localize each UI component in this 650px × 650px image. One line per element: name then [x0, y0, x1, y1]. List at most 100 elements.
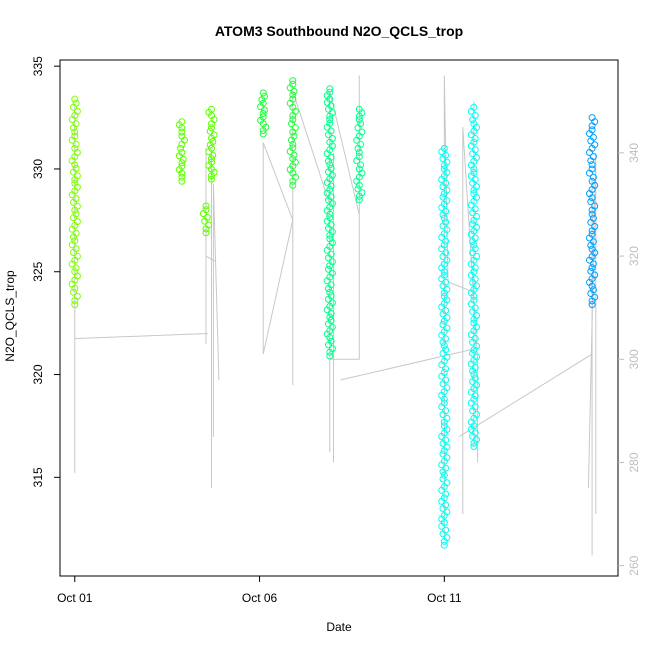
data-point	[443, 443, 451, 451]
data-point	[73, 218, 81, 226]
data-point	[591, 271, 599, 279]
data-point	[178, 159, 186, 167]
altitude-profile-line	[458, 178, 593, 556]
data-point	[290, 151, 298, 159]
data-point	[588, 177, 596, 185]
chart-title: ATOM3 Southbound N2O_QCLS_trop	[215, 23, 463, 39]
data-point	[202, 206, 210, 214]
data-point	[440, 471, 448, 479]
data-point	[588, 264, 596, 272]
data-point	[291, 124, 299, 132]
data-point	[443, 324, 451, 332]
data-point	[259, 89, 267, 97]
data-point	[471, 374, 479, 382]
data-point	[473, 411, 480, 418]
y2-tick-label: 340	[627, 143, 641, 163]
data-point	[443, 256, 451, 264]
data-point	[290, 132, 298, 140]
data-point	[588, 114, 596, 122]
data-point	[178, 177, 186, 185]
data-point	[473, 312, 480, 319]
data-point	[440, 144, 448, 152]
data-point	[440, 399, 448, 407]
data-point	[71, 301, 79, 309]
data-point	[588, 210, 596, 218]
data-point	[473, 253, 480, 260]
altitude-profile-line	[262, 142, 294, 355]
data-point	[327, 309, 335, 317]
data-point	[326, 88, 334, 96]
data-point	[202, 202, 210, 210]
data-point	[327, 337, 335, 345]
data-point	[439, 321, 447, 329]
data-point	[440, 422, 448, 430]
data-point	[71, 128, 79, 136]
data-point	[588, 161, 596, 169]
data-point	[72, 210, 80, 218]
altitude-profile-line	[587, 152, 597, 515]
data-point	[439, 193, 447, 201]
data-point	[587, 198, 595, 206]
data-point	[73, 172, 81, 180]
data-point	[203, 213, 211, 221]
data-point	[473, 381, 480, 389]
data-point	[178, 118, 186, 126]
data-point	[470, 169, 478, 176]
data-point	[328, 323, 336, 331]
y-tick-label: 325	[31, 261, 45, 281]
data-point	[442, 249, 450, 257]
data-point	[442, 407, 450, 415]
data-point	[71, 144, 79, 152]
data-point	[471, 234, 479, 242]
data-point	[443, 226, 451, 234]
data-point	[208, 124, 215, 132]
data-point	[327, 281, 335, 289]
data-point	[259, 113, 267, 121]
data-point	[471, 334, 479, 342]
data-point	[328, 109, 336, 117]
data-point	[358, 189, 366, 197]
data-point	[473, 213, 480, 220]
data-point	[442, 278, 450, 286]
data-point	[470, 395, 478, 403]
data-point	[357, 120, 365, 128]
data-point	[591, 293, 599, 301]
data-point	[471, 403, 479, 411]
data-point	[202, 229, 210, 237]
data-point	[473, 223, 480, 231]
data-point	[73, 292, 81, 300]
data-point	[178, 162, 186, 170]
data-point	[471, 176, 479, 183]
data-point	[327, 316, 335, 324]
data-point	[470, 190, 478, 198]
data-point	[439, 475, 447, 483]
data-point	[442, 179, 450, 187]
data-point	[208, 175, 215, 183]
data-point	[326, 352, 334, 360]
data-point	[589, 286, 597, 294]
altitude-profile-line	[74, 106, 208, 473]
data-point	[443, 197, 451, 205]
data-point	[355, 153, 363, 161]
axes: 315 320 325 330 335 260 280 300 320 340 Oct 01 Oct …	[31, 56, 641, 605]
data-point	[588, 230, 596, 238]
data-point	[443, 186, 451, 194]
data-point	[358, 128, 366, 136]
x-tick-label: Oct 06	[242, 591, 278, 605]
altitude-profile-line	[292, 90, 331, 386]
data-point	[357, 161, 365, 169]
data-point	[473, 342, 480, 350]
data-point	[589, 238, 597, 246]
data-point	[357, 140, 365, 148]
data-point	[72, 165, 80, 172]
data-point	[440, 342, 448, 350]
data-point	[470, 241, 478, 249]
data-point	[587, 267, 595, 275]
data-point	[259, 130, 267, 138]
data-point	[470, 443, 478, 450]
data-point	[72, 120, 80, 128]
data-point	[473, 436, 480, 444]
data-point	[326, 186, 334, 193]
data-point	[470, 103, 478, 111]
data-point	[443, 454, 451, 462]
